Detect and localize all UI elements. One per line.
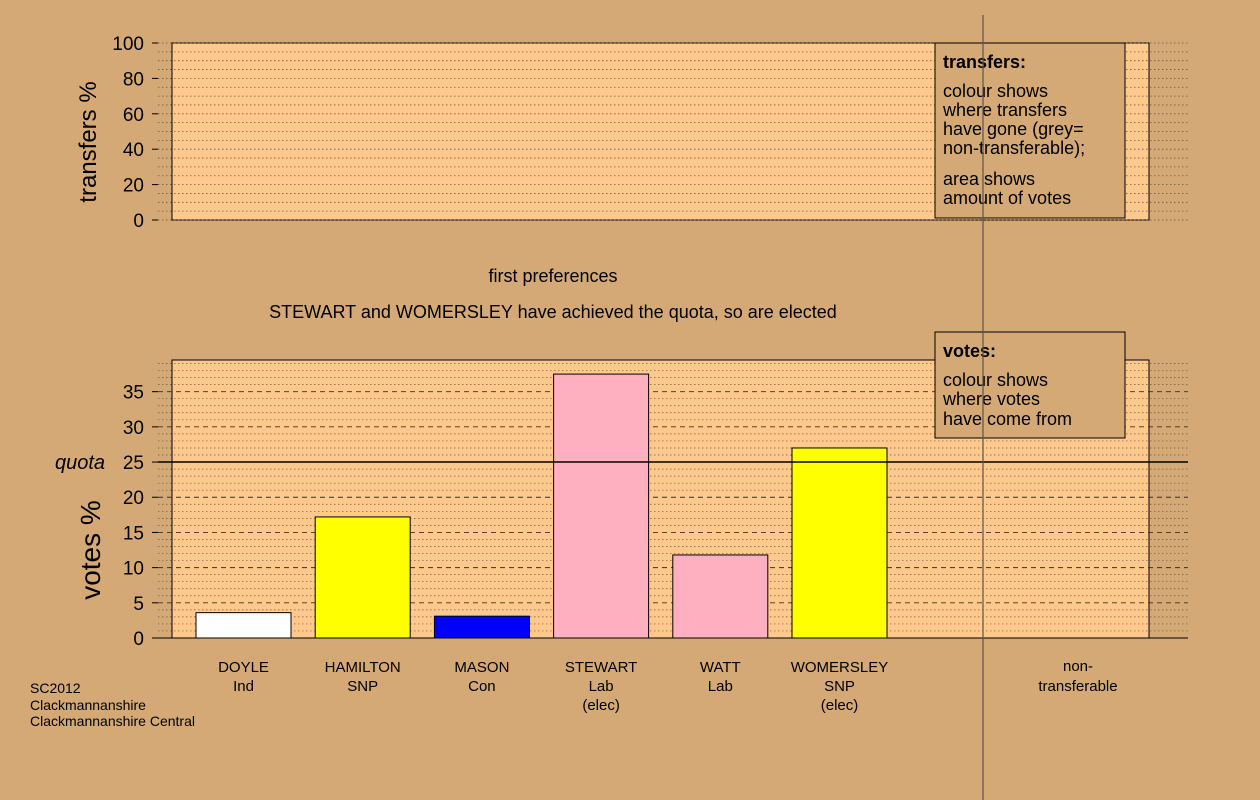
candidate-party: Con — [468, 678, 496, 695]
transfers-tick-label: 0 — [133, 211, 144, 232]
transfers-legend-title: transfers: — [943, 52, 1026, 72]
votes-legend-title: votes: — [943, 341, 996, 361]
transfers-legend-line: have gone (grey= — [943, 119, 1084, 139]
votes-tick-label: 20 — [123, 488, 144, 509]
candidate-status: (elec) — [821, 697, 859, 714]
votes-legend-line: where votes — [942, 389, 1040, 409]
candidate-name: DOYLE — [218, 659, 269, 676]
transfers-tick-label: 40 — [123, 140, 144, 161]
transfers-tick-label: 100 — [112, 34, 144, 55]
transfers-tick-label: 20 — [123, 176, 144, 197]
footer-ward: Clackmannanshire Central — [30, 713, 195, 729]
stage-label: first preferences — [488, 266, 617, 286]
votes-tick-label: 5 — [133, 594, 144, 615]
candidate-labels: DOYLE Ind HAMILTON SNP MASON Con STEWART Lab (el… — [218, 659, 888, 714]
candidate-name: HAMILTON — [325, 659, 401, 676]
footer-council: Clackmannanshire — [30, 697, 146, 713]
transfers-axis-label: transfers % — [75, 81, 102, 202]
transfers-tick-label: 60 — [123, 105, 144, 126]
candidate-party: Lab — [708, 678, 733, 695]
votes-tick-label: 30 — [123, 418, 144, 439]
votes-tick-label: 25 — [123, 453, 144, 474]
transfers-legend-line: non-transferable); — [943, 138, 1085, 158]
bar-mason — [433, 615, 530, 639]
votes-tick-label: 15 — [123, 523, 144, 544]
votes-tick-label: 35 — [123, 383, 144, 404]
quota-label: quota — [55, 452, 105, 474]
votes-legend-line: have come from — [943, 409, 1072, 429]
bar-stewart — [553, 373, 650, 639]
nontransferable-label: non- — [1063, 658, 1093, 675]
bar-hamilton — [314, 516, 411, 639]
bar-doyle — [195, 612, 292, 639]
candidate-name: WATT — [700, 659, 741, 676]
votes-tick-label: 0 — [133, 629, 144, 650]
votes-tick-label: 10 — [123, 559, 144, 580]
candidate-name: STEWART — [565, 659, 638, 676]
status-message: STEWART and WOMERSLEY have achieved the … — [269, 302, 837, 322]
bar-womersley — [791, 447, 888, 639]
candidate-party: Ind — [233, 678, 254, 695]
transfers-axis-ticks: 0 20 40 60 80 100 — [112, 34, 158, 232]
transfers-legend-line: area shows — [943, 169, 1035, 189]
candidate-name: WOMERSLEY — [791, 659, 889, 676]
votes-axis-ticks: 0 5 10 15 20 25 30 35 — [123, 383, 158, 650]
transfers-legend-line: amount of votes — [943, 188, 1071, 208]
votes-axis-label: votes % — [75, 500, 106, 600]
candidate-party: Lab — [589, 678, 614, 695]
candidate-name: MASON — [454, 659, 509, 676]
candidate-party: SNP — [347, 678, 378, 695]
nontransferable-label: transferable — [1038, 678, 1117, 695]
transfers-legend-line: colour shows — [943, 81, 1048, 101]
candidate-status: (elec) — [582, 697, 620, 714]
votes-legend: votes: colour shows where votes have com… — [934, 331, 1126, 439]
transfers-legend: transfers: colour shows where transfers … — [934, 42, 1126, 219]
transfers-legend-line: where transfers — [942, 100, 1067, 120]
votes-legend-line: colour shows — [943, 370, 1048, 390]
votes-bars — [195, 373, 888, 639]
bar-watt — [672, 554, 769, 639]
footer-election: SC2012 — [30, 680, 81, 696]
candidate-party: SNP — [824, 678, 855, 695]
transfers-tick-label: 80 — [123, 69, 144, 90]
